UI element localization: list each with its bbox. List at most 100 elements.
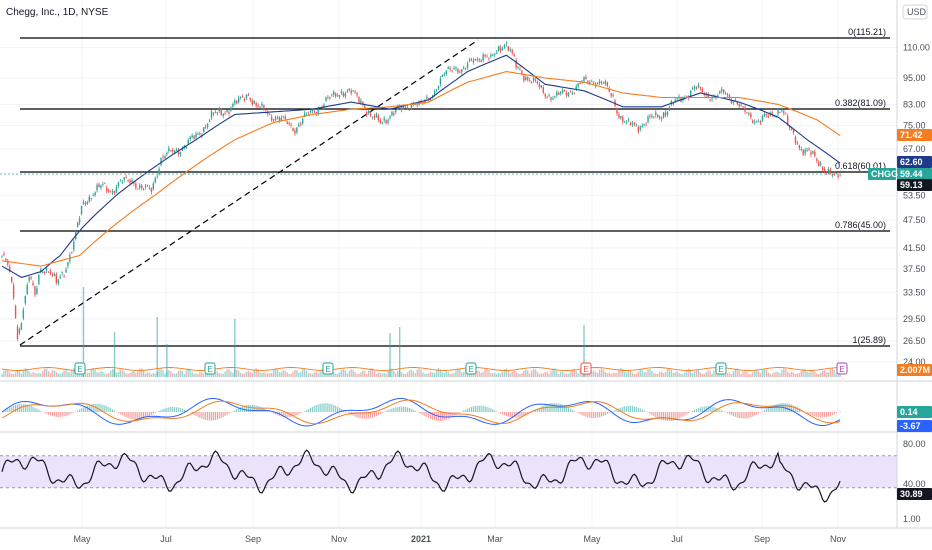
macd-histogram-bar bbox=[509, 412, 511, 418]
macd-histogram-bar bbox=[596, 412, 599, 418]
volume-bar bbox=[76, 372, 79, 377]
volume-bar bbox=[699, 372, 702, 377]
macd-histogram-bar bbox=[309, 407, 312, 412]
price-tick-label: 41.50 bbox=[903, 243, 926, 253]
candle-body bbox=[148, 187, 151, 189]
volume-bar bbox=[290, 373, 292, 377]
candle-body bbox=[724, 93, 727, 95]
volume-bar bbox=[433, 372, 436, 377]
volume-bar bbox=[26, 368, 28, 377]
macd-histogram-bar bbox=[478, 405, 480, 412]
candle-body bbox=[591, 81, 593, 82]
time-axis[interactable]: May Jul Sep Nov 2021 Mar May Jul Sep Nov bbox=[0, 527, 932, 544]
candle-body bbox=[55, 274, 58, 283]
macd-histogram-bar bbox=[620, 407, 622, 412]
candle-body bbox=[371, 116, 374, 118]
volume-bar bbox=[86, 372, 89, 377]
candle-body bbox=[730, 100, 733, 103]
macd-histogram-bar bbox=[137, 412, 139, 420]
macd-histogram-bar bbox=[315, 405, 317, 412]
volume-bar bbox=[80, 373, 83, 377]
macd-histogram-bar bbox=[608, 412, 610, 414]
macd-histogram-bar bbox=[158, 410, 160, 412]
candle-body bbox=[40, 269, 42, 271]
candle-body bbox=[354, 91, 356, 93]
candle-body bbox=[645, 124, 647, 126]
volume-bar bbox=[658, 372, 661, 377]
volume-bar bbox=[525, 369, 527, 377]
volume-bar bbox=[292, 371, 294, 377]
candle-body bbox=[622, 117, 624, 122]
volume-bar bbox=[303, 368, 306, 377]
candle-body bbox=[810, 152, 812, 155]
volume-bar bbox=[348, 370, 350, 377]
volume-bar bbox=[728, 372, 731, 377]
volume-ma-line bbox=[1, 367, 841, 371]
candle-body bbox=[43, 271, 46, 274]
macd-histogram-bar bbox=[761, 411, 764, 412]
candle-body bbox=[783, 111, 785, 114]
macd-histogram-bar bbox=[818, 412, 820, 418]
volume-bar bbox=[247, 370, 250, 377]
candle-body bbox=[571, 92, 574, 94]
macd-histogram-bar bbox=[577, 412, 579, 414]
volume-bar bbox=[829, 369, 832, 377]
macd-histogram-bar bbox=[166, 407, 168, 412]
volume-bar bbox=[655, 373, 657, 377]
volume-bar bbox=[511, 371, 513, 377]
time-tick-label: 2021 bbox=[411, 534, 431, 544]
candle-body bbox=[3, 253, 5, 255]
candle-body bbox=[404, 105, 407, 107]
candle-body bbox=[528, 80, 531, 81]
volume-bar bbox=[220, 373, 222, 377]
macd-histogram-bar bbox=[179, 408, 182, 412]
macd-histogram-bar bbox=[616, 409, 618, 412]
volume-bar bbox=[245, 371, 248, 377]
volume-bar bbox=[1, 374, 3, 377]
candle-body bbox=[804, 149, 806, 154]
macd-histogram-bar bbox=[647, 412, 649, 413]
candle-body bbox=[649, 115, 651, 117]
volume-bar bbox=[627, 370, 630, 377]
macd-histogram-bar bbox=[567, 407, 570, 412]
macd-histogram-bar bbox=[713, 407, 715, 412]
volume-bar bbox=[142, 370, 145, 377]
volume-bar bbox=[573, 368, 575, 377]
volume-bar bbox=[796, 373, 799, 377]
candle-body bbox=[616, 108, 618, 114]
volume-bar bbox=[358, 373, 360, 377]
candle-body bbox=[620, 116, 622, 119]
candle-body bbox=[635, 125, 638, 127]
candle-body bbox=[606, 82, 608, 86]
macd-histogram-bar bbox=[249, 404, 251, 412]
macd-histogram-bar bbox=[476, 405, 478, 412]
candle-body bbox=[821, 166, 824, 170]
macd-histogram-bar bbox=[664, 412, 667, 421]
macd-histogram-bar bbox=[657, 412, 659, 419]
macd-histogram-bar bbox=[521, 412, 523, 417]
volume-bar bbox=[237, 370, 240, 377]
price-tick-label: 110.00 bbox=[903, 43, 930, 53]
candle-body bbox=[416, 104, 418, 106]
price-tick-label: 53.50 bbox=[903, 191, 926, 201]
time-tick-label: Sep bbox=[754, 534, 770, 544]
candle-body bbox=[497, 46, 500, 51]
price-axis[interactable]: 110.0095.0083.0075.0067.0060.0053.5047.5… bbox=[903, 43, 930, 524]
candle-body bbox=[183, 145, 186, 147]
candle-body bbox=[410, 104, 413, 108]
volume-bar bbox=[835, 372, 837, 377]
volume-bar bbox=[338, 372, 341, 377]
candle-body bbox=[466, 63, 469, 68]
volume-bar bbox=[154, 373, 156, 377]
macd-histogram-bar bbox=[426, 412, 428, 418]
ma-slow-badge-bg bbox=[897, 129, 932, 141]
volume-bar bbox=[752, 372, 754, 377]
volume-bar bbox=[383, 372, 385, 377]
candle-body bbox=[140, 185, 143, 189]
currency-button[interactable] bbox=[902, 4, 928, 20]
candle-body bbox=[785, 113, 787, 115]
symbol-price-badge-bg bbox=[897, 168, 932, 180]
macd-histogram-bar bbox=[174, 406, 176, 412]
